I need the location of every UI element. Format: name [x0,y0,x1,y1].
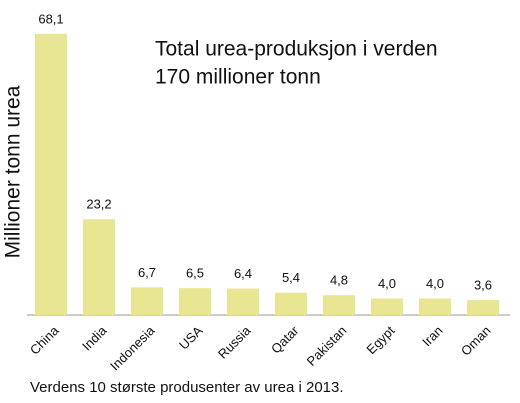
x-tick-label: Indonesia [107,322,158,373]
x-tick-label: USA [176,323,206,353]
value-label: 4,8 [330,273,348,288]
x-tick-label: India [79,322,110,353]
x-tick-label: China [27,322,62,357]
value-label: 68,1 [38,11,63,26]
chart-subtitle: 170 millioner tonn [155,66,321,89]
x-tick-label: Pakistan [304,323,350,369]
bar [419,298,451,315]
bar [35,33,67,315]
caption: Verdens 10 største produsenter av urea i… [30,379,344,396]
bar [323,295,355,315]
bar [179,288,211,315]
bar [227,288,259,315]
bar [371,298,403,315]
x-tick-label: Iran [419,323,445,349]
value-label: 4,0 [426,276,444,291]
bar [83,219,115,315]
value-label: 6,5 [186,266,204,281]
value-label: 6,7 [138,265,156,280]
y-axis-label: Millioner tonn urea [2,85,25,258]
x-tick-label: Egypt [363,323,397,357]
value-label: 5,4 [282,270,300,285]
value-label: 6,4 [234,266,252,281]
value-label: 23,2 [86,197,111,212]
bar [131,287,163,315]
x-tick-label: Russia [215,322,254,361]
value-label: 3,6 [474,278,492,293]
chart-title: Total urea-produksjon i verden [155,38,438,61]
x-tick-label: Qatar [268,322,302,356]
value-label: 4,0 [378,276,396,291]
bar [275,292,307,315]
x-tick-label: Oman [458,323,494,359]
bar [467,300,499,315]
